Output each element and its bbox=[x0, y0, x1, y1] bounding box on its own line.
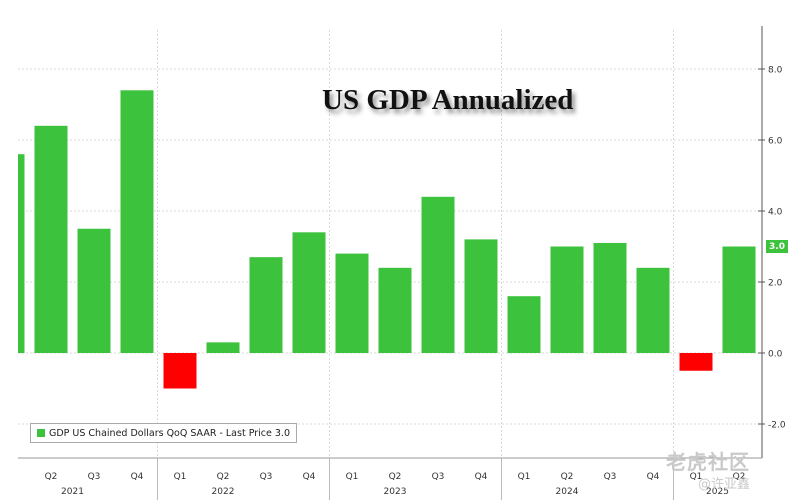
y-tick-label: 8.0 bbox=[768, 66, 783, 76]
bar-q4-2022 bbox=[292, 232, 326, 353]
bar-q2-2023 bbox=[378, 267, 412, 353]
x-tick-label: Q1 bbox=[518, 472, 531, 482]
x-tick-label: Q2 bbox=[45, 472, 58, 482]
x-tick-label: Q3 bbox=[604, 472, 617, 482]
y-tick-label: 0.0 bbox=[768, 350, 783, 360]
y-tick-label: 2.0 bbox=[768, 279, 783, 289]
chart-legend: GDP US Chained Dollars QoQ SAAR - Last P… bbox=[30, 423, 297, 443]
bar-q1-2023 bbox=[335, 253, 369, 353]
bar-q2-2021 bbox=[34, 125, 68, 353]
legend-swatch bbox=[37, 429, 45, 437]
bar-q1-2024 bbox=[507, 296, 541, 353]
bar-q3-2022 bbox=[249, 257, 283, 353]
y-tick-label: -2.0 bbox=[768, 421, 786, 431]
watermark-user: @许亚鑫 bbox=[698, 477, 751, 492]
bar-q4-2023 bbox=[464, 239, 498, 353]
bar-q2-2022 bbox=[206, 342, 240, 353]
bar-q3-2021 bbox=[77, 228, 111, 353]
year-label: 2022 bbox=[212, 487, 235, 497]
bar-q1-2022 bbox=[163, 353, 197, 389]
x-tick-label: Q3 bbox=[88, 472, 101, 482]
bar-q4-2024 bbox=[636, 267, 670, 353]
x-tick-label: Q4 bbox=[647, 472, 660, 482]
year-label: 2023 bbox=[384, 487, 407, 497]
legend-label: GDP US Chained Dollars QoQ SAAR - Last P… bbox=[49, 427, 290, 439]
y-tick-label: 6.0 bbox=[768, 137, 783, 147]
x-tick-label: Q4 bbox=[475, 472, 488, 482]
bar-q2-2024 bbox=[550, 246, 584, 353]
x-tick-label: Q4 bbox=[131, 472, 144, 482]
x-tick-label: Q1 bbox=[346, 472, 359, 482]
chart-title: US GDP Annualized bbox=[322, 84, 574, 116]
x-tick-label: Q3 bbox=[432, 472, 445, 482]
x-tick-label: Q1 bbox=[174, 472, 187, 482]
x-tick-label: Q2 bbox=[217, 472, 230, 482]
axis-layer: 8.0 6.0 4.0 2.0 0.0 -2.0 Q2 Q3 Q4 Q1 Q2 Q3 Q4 Q1 Q2 Q3 Q… bbox=[18, 26, 786, 500]
x-tick-label: Q2 bbox=[561, 472, 574, 482]
x-tick-label: Q2 bbox=[389, 472, 402, 482]
bars-layer bbox=[18, 90, 756, 389]
last-value-tag: 3.0 bbox=[766, 240, 788, 253]
watermark-brand: 老虎社区 bbox=[666, 450, 750, 474]
bar-q1-2021 bbox=[18, 154, 25, 353]
bar-q4-2021 bbox=[120, 90, 154, 354]
y-tick-label: 4.0 bbox=[768, 208, 783, 218]
year-label: 2021 bbox=[61, 487, 84, 497]
bar-q3-2023 bbox=[421, 196, 455, 353]
bar-q3-2024 bbox=[593, 242, 627, 353]
watermark: 老虎社区 @许亚鑫 bbox=[666, 446, 750, 492]
year-label: 2025 bbox=[706, 487, 729, 497]
x-tick-label: Q3 bbox=[260, 472, 273, 482]
x-tick-label: Q1 bbox=[690, 472, 703, 482]
bar-q2-2025 bbox=[722, 246, 756, 353]
year-label: 2024 bbox=[556, 487, 579, 497]
x-tick-label: Q4 bbox=[303, 472, 316, 482]
bar-q1-2025 bbox=[679, 353, 713, 371]
x-tick-label: Q2 bbox=[733, 472, 746, 482]
